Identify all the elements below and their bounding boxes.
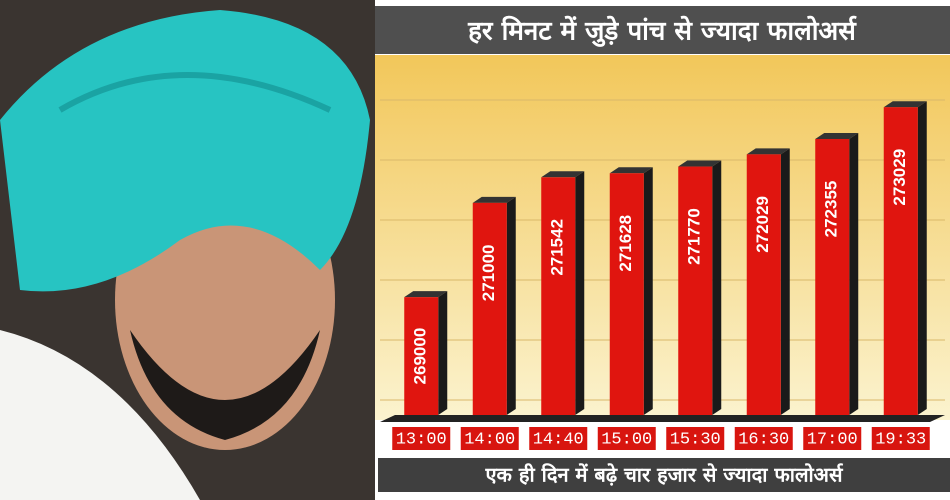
- chart-background: [375, 55, 950, 420]
- bar-side: [438, 291, 448, 415]
- bar-side: [506, 196, 516, 415]
- value-label: 271000: [479, 244, 498, 301]
- caption: एक ही दिन में बढ़े चार हजार से ज्यादा फा…: [485, 463, 844, 487]
- x-tick-label: 16:30: [738, 430, 789, 449]
- x-tick-label: 14:00: [464, 430, 515, 449]
- value-label: 269000: [411, 328, 430, 385]
- category-box: [664, 425, 727, 452]
- chart-base: [380, 415, 945, 422]
- bar-side: [643, 167, 653, 415]
- x-tick-label: 14:40: [533, 430, 584, 449]
- photo: [0, 0, 375, 500]
- category-box: [527, 425, 590, 452]
- value-label: 271628: [616, 215, 635, 272]
- value-label: 272355: [822, 181, 841, 238]
- bar-side: [849, 132, 859, 415]
- bar: [541, 177, 576, 415]
- caption-bar: [378, 458, 950, 492]
- chart-title: हर मिनट में जुड़े पांच से ज्यादा फालोअर्…: [467, 16, 857, 48]
- title-bar: [375, 6, 950, 54]
- category-box: [458, 425, 521, 452]
- bar: [472, 202, 507, 415]
- x-tick-label: 19:33: [875, 430, 926, 449]
- category-box: [732, 425, 795, 452]
- x-tick-label: 17:00: [807, 430, 858, 449]
- category-box: [801, 425, 864, 452]
- bar-side: [917, 101, 927, 415]
- category-box: [390, 425, 453, 452]
- bar-top: [678, 160, 722, 167]
- value-label: 271770: [685, 208, 704, 265]
- category-box: [595, 425, 658, 452]
- x-tick-label: 13:00: [396, 430, 447, 449]
- bar: [609, 173, 644, 415]
- bar-side: [780, 148, 790, 415]
- bar-top: [746, 148, 790, 155]
- bar: [815, 138, 850, 415]
- value-label: 272029: [753, 196, 772, 253]
- value-label: 271542: [548, 219, 567, 276]
- bar: [404, 297, 439, 415]
- bar-top: [815, 132, 859, 139]
- bar-top: [472, 196, 516, 203]
- bar-side: [575, 171, 585, 415]
- category-box: [869, 425, 932, 452]
- bar: [883, 107, 918, 415]
- bar: [678, 166, 713, 415]
- bar-top: [883, 101, 927, 108]
- x-tick-label: 15:30: [670, 430, 721, 449]
- bar-top: [541, 171, 585, 178]
- x-tick-label: 15:00: [601, 430, 652, 449]
- bar: [746, 154, 781, 415]
- bar-side: [712, 160, 722, 415]
- bar-top: [404, 291, 448, 298]
- bar-top: [609, 167, 653, 174]
- value-label: 273029: [890, 149, 909, 206]
